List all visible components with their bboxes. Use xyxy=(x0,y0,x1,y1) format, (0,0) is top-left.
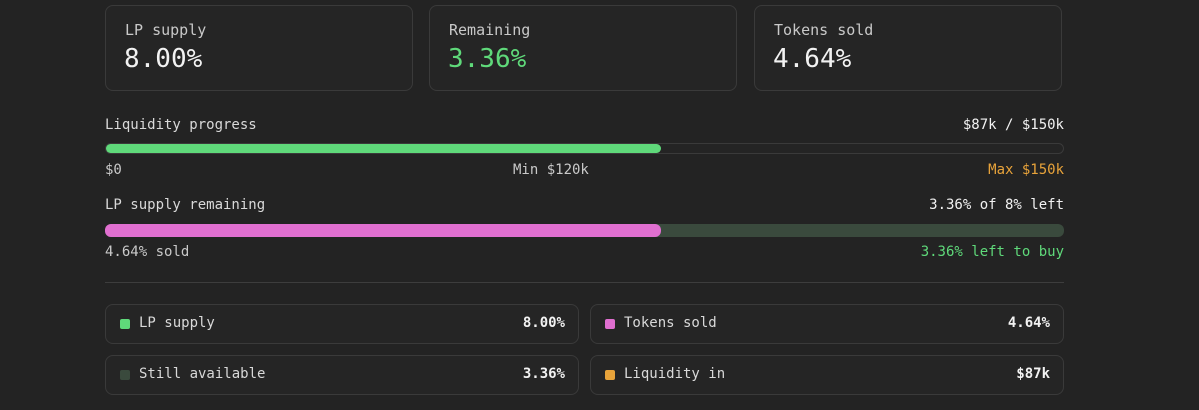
legend-swatch xyxy=(605,370,615,380)
legend-tokens-sold: Tokens sold 4.64% xyxy=(590,304,1064,344)
stat-value: 8.00% xyxy=(124,44,203,74)
lp-supply-bar xyxy=(105,224,1064,237)
stat-card-lp-supply: LP supply 8.00% xyxy=(105,5,413,91)
stat-label: Tokens sold xyxy=(774,21,874,39)
liquidity-progress-fill xyxy=(106,144,662,153)
liquidity-summary: $87k / $150k xyxy=(962,117,1064,133)
legend-value: 3.36% xyxy=(522,366,565,382)
stat-label: LP supply xyxy=(125,21,207,39)
liquidity-progress-bar xyxy=(105,143,1064,154)
legend-value: $87k xyxy=(1016,366,1050,382)
legend-name: Liquidity in xyxy=(624,366,726,382)
divider xyxy=(105,282,1064,283)
lp-left-label: 3.36% left to buy xyxy=(920,244,1064,260)
legend-lp-supply: LP supply 8.00% xyxy=(105,304,579,344)
legend-value: 4.64% xyxy=(1007,315,1050,331)
stat-label: Remaining xyxy=(449,21,531,39)
legend-swatch xyxy=(605,319,615,329)
lp-sold-label: 4.64% sold xyxy=(105,244,190,260)
stats-row: LP supply 8.00% Remaining 3.36% Tokens s… xyxy=(105,5,1064,93)
lp-remaining-summary: 3.36% of 8% left xyxy=(929,197,1064,213)
legend-name: Still available xyxy=(139,366,266,382)
liquidity-max-label: Max $150k xyxy=(988,162,1064,178)
stat-card-remaining: Remaining 3.36% xyxy=(429,5,737,91)
liquidity-start-label: $0 xyxy=(105,162,122,178)
legend-swatch xyxy=(120,370,130,380)
legend-still-available: Still available 3.36% xyxy=(105,355,579,395)
stat-card-tokens-sold: Tokens sold 4.64% xyxy=(754,5,1062,91)
legend-swatch xyxy=(120,319,130,329)
stat-value: 4.64% xyxy=(773,44,852,74)
lp-supply-remaining-label: LP supply remaining xyxy=(105,197,266,213)
liquidity-min-label: Min $120k xyxy=(513,162,589,178)
stat-value: 3.36% xyxy=(448,44,527,74)
lp-sold-fill xyxy=(105,224,662,237)
liquidity-progress-label: Liquidity progress xyxy=(105,117,257,133)
legend-liquidity-in: Liquidity in $87k xyxy=(590,355,1064,395)
legend-value: 8.00% xyxy=(522,315,565,331)
legend-name: Tokens sold xyxy=(624,315,717,331)
legend-name: LP supply xyxy=(139,315,215,331)
